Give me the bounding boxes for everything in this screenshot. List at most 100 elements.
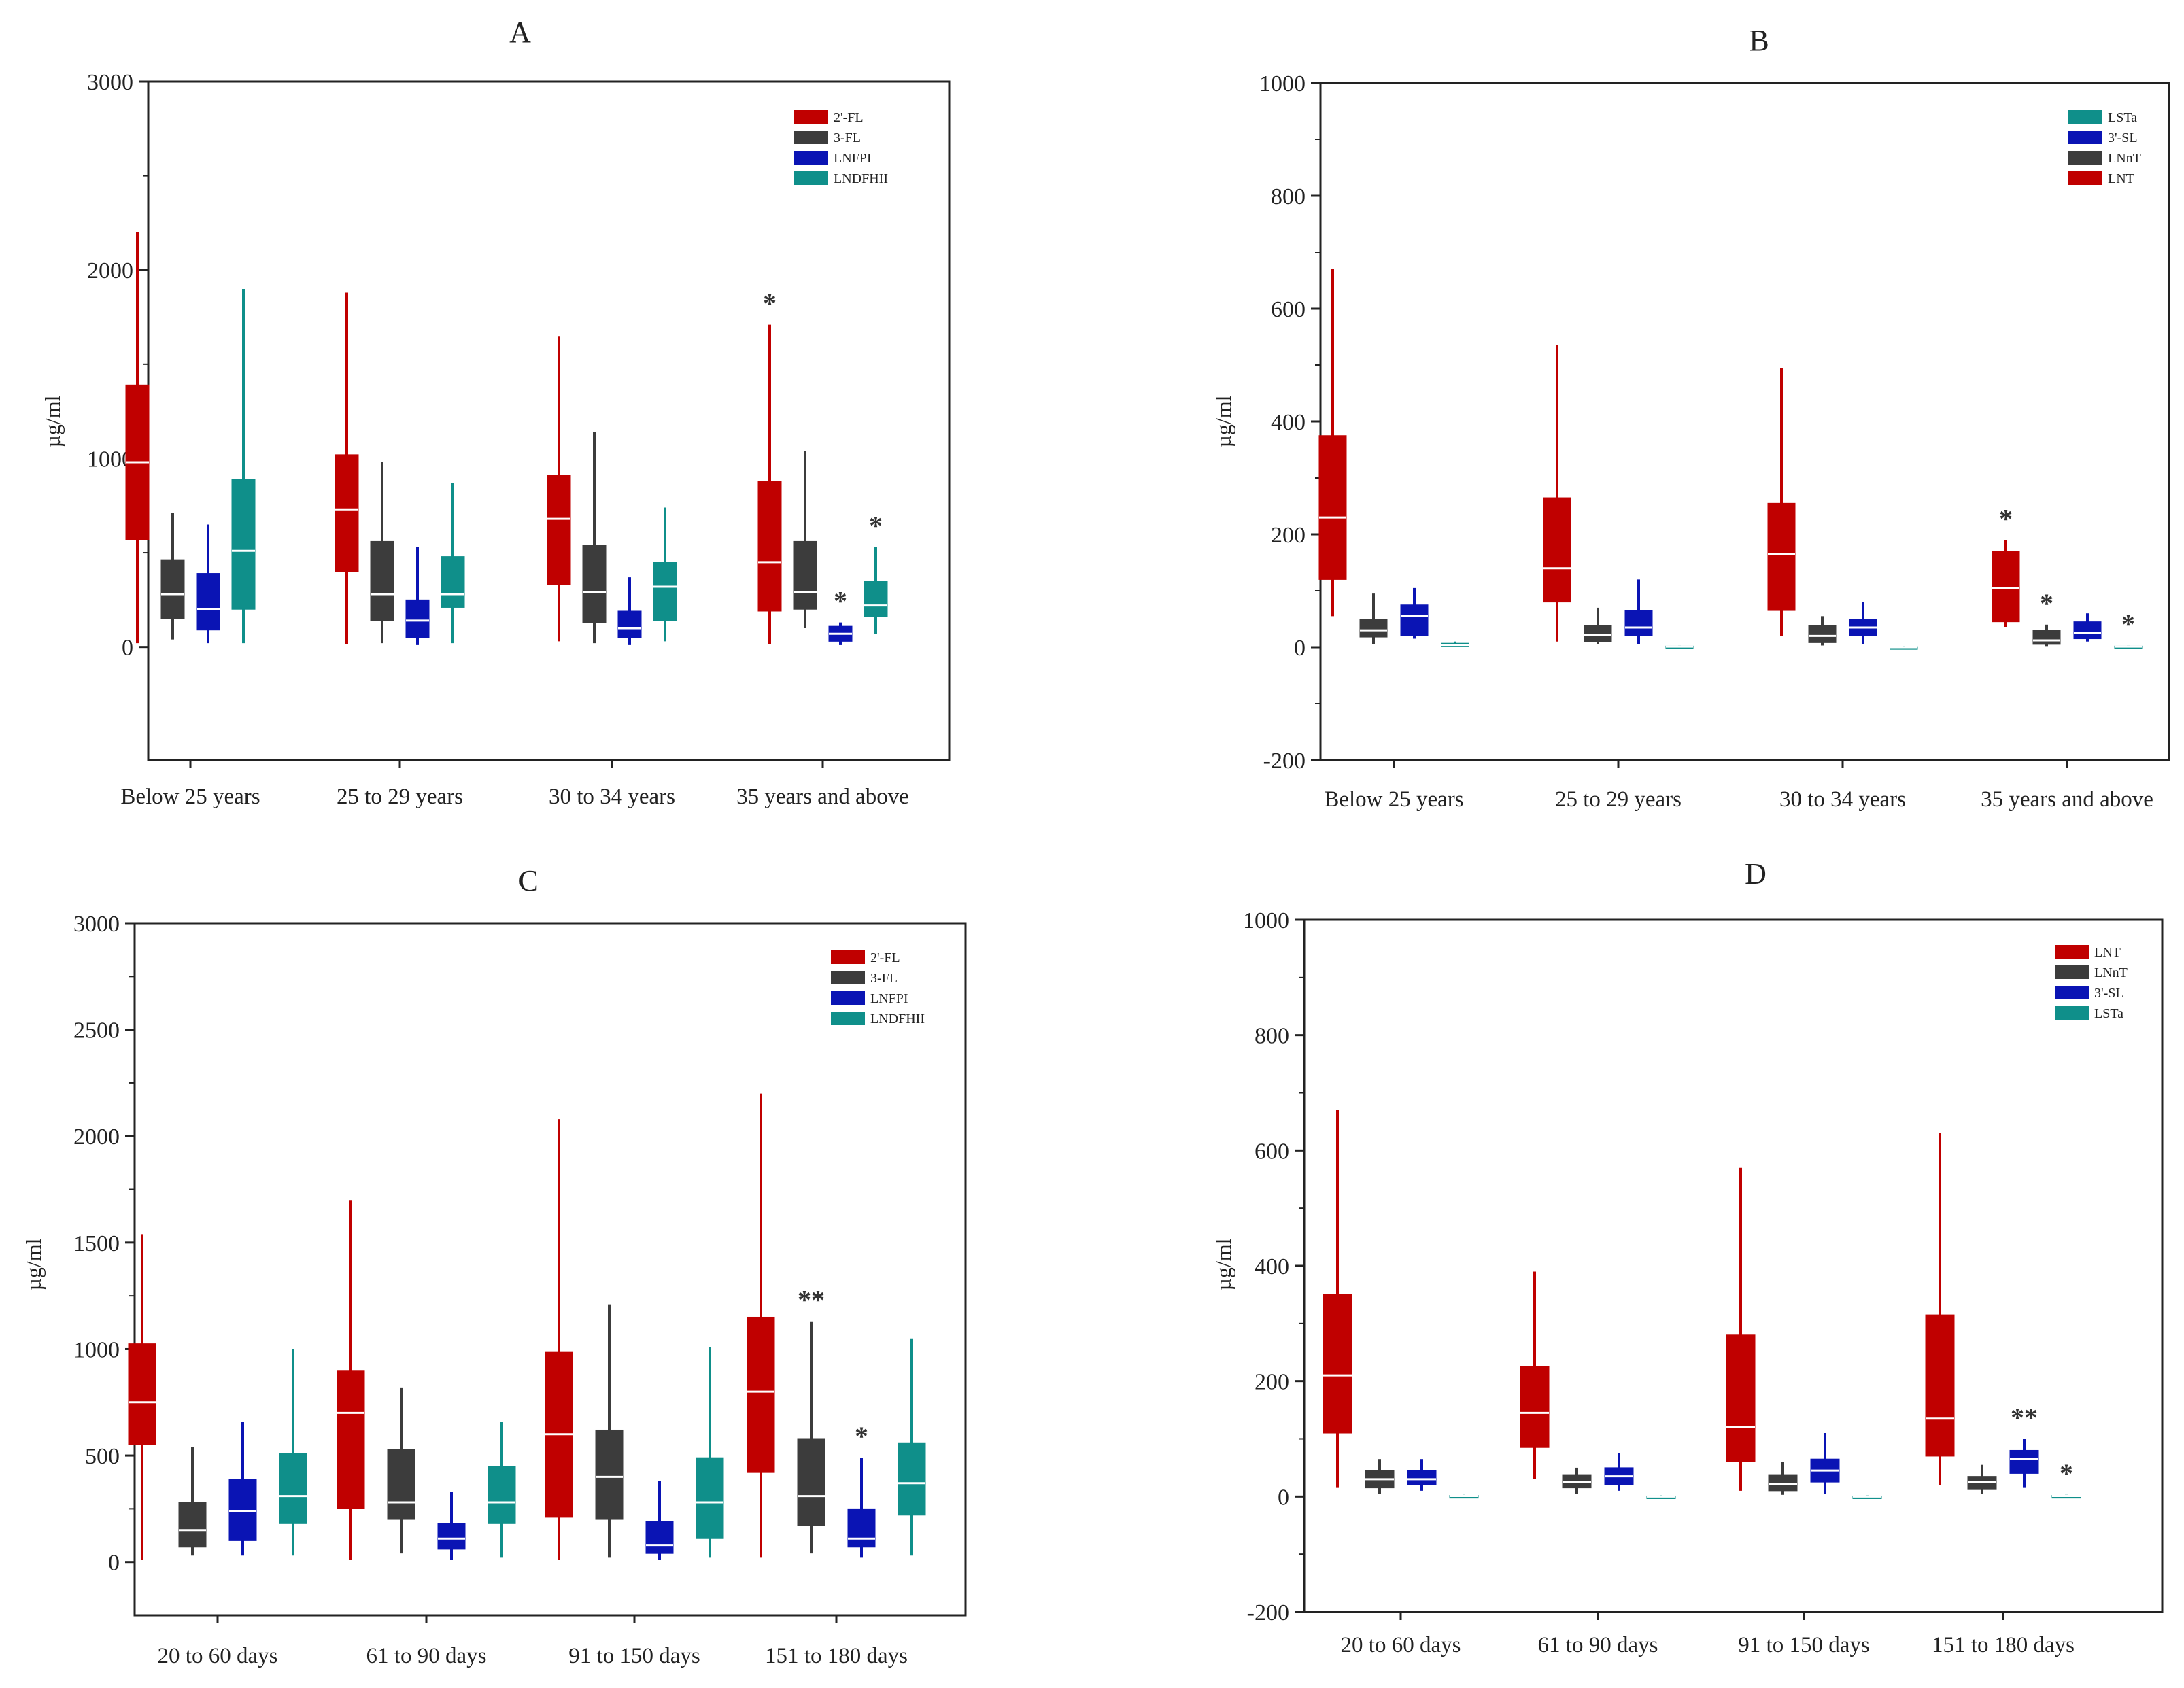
- box-lnfpi-2: [405, 547, 430, 645]
- y-tick-label: 400: [1255, 1254, 1289, 1279]
- y-tick-label: 600: [1271, 297, 1306, 322]
- box-iqr: [1407, 1470, 1437, 1485]
- x-tick-label: 30 to 34 years: [549, 785, 675, 809]
- y-tick-label: 800: [1271, 184, 1306, 209]
- box-marks: ***: [128, 1093, 926, 1560]
- box-iqr: [595, 1429, 624, 1520]
- box-marks: ***: [1323, 1109, 2081, 1499]
- box-iqr: [797, 1438, 825, 1526]
- box-iqr: [1925, 1314, 1955, 1457]
- box-3-sl-2: [1604, 1453, 1634, 1491]
- box-iqr: [1767, 502, 1796, 611]
- y-tick-label: 2000: [87, 258, 133, 283]
- box-lnfpi-4: *: [847, 1421, 876, 1558]
- box-lsta-2: [1646, 1495, 1676, 1499]
- box-lnt-3: [1767, 368, 1796, 636]
- significance-mark: **: [2011, 1402, 2038, 1433]
- y-tick-label: 200: [1271, 523, 1306, 548]
- y-tick-label: -200: [1247, 1600, 1289, 1625]
- box-iqr: [160, 559, 185, 619]
- box-2-fl-1: [128, 1234, 156, 1560]
- box-iqr: [335, 454, 359, 572]
- box-iqr: [747, 1316, 775, 1473]
- box-iqr: [1318, 435, 1347, 580]
- significance-mark: *: [763, 288, 777, 319]
- y-tick-label: -200: [1263, 748, 1306, 774]
- legend-swatch-lsta: [2068, 110, 2102, 124]
- x-tick-label: Below 25 years: [1324, 787, 1463, 812]
- box-iqr: [1520, 1366, 1550, 1448]
- y-axis-label: µg/ml: [40, 395, 65, 447]
- box-lnnt-3: [1768, 1462, 1798, 1495]
- x-tick-label: 20 to 60 days: [1341, 1633, 1461, 1657]
- y-axis-ticks: -200 0 200 400 600 800 1000: [1259, 71, 2068, 774]
- box-iqr: [1808, 625, 1837, 643]
- x-tick-label: 20 to 60 days: [158, 1644, 278, 1668]
- box-lndfhii-2: [488, 1421, 516, 1558]
- x-axis-tick-labels: Below 25 years 25 to 29 years 30 to 34 yea…: [120, 785, 909, 809]
- significance-mark: *: [834, 586, 847, 617]
- box-2-fl-2: [337, 1200, 365, 1560]
- box-iqr: [1359, 619, 1388, 638]
- x-tick-label: 151 to 180 days: [765, 1644, 908, 1668]
- box-lnt-4: [1925, 1133, 1955, 1485]
- legend-label-lnfpi: LNFPI: [870, 991, 908, 1006]
- y-tick-label: 2500: [73, 1018, 120, 1044]
- legend-swatch-lndfhii: [831, 1012, 865, 1025]
- y-tick-label: 3000: [87, 70, 133, 95]
- legend: 2'-FL 3-FL LNFPI LNDFHII: [831, 950, 925, 1027]
- y-tick-label: 0: [1278, 1485, 1289, 1510]
- x-tick-label: 25 to 29 years: [337, 785, 463, 809]
- legend-swatch-3-sl: [2055, 986, 2089, 999]
- significance-mark: *: [869, 511, 883, 541]
- legend: 2'-FL 3-FL LNFPI LNDFHII: [794, 110, 888, 186]
- box-2-fl-1: [125, 232, 150, 644]
- box-iqr: [2073, 621, 2102, 640]
- box-iqr: [757, 481, 782, 612]
- legend-label-lndfhii: LNDFHII: [870, 1012, 925, 1027]
- box-3-sl-2: [1624, 579, 1653, 644]
- legend-label-3-fl: 3-FL: [870, 971, 898, 986]
- legend-swatch-lnnt: [2055, 965, 2089, 979]
- y-tick-label: 0: [108, 1551, 120, 1576]
- panel-b: B µg/ml -200 0 200 400 600 800 1000 * * * Below …: [1211, 24, 2170, 812]
- box-lnnt-3: [1808, 616, 1837, 646]
- box-iqr: [547, 475, 571, 585]
- panel-title: C: [518, 864, 538, 897]
- x-tick-label: 91 to 150 days: [568, 1644, 700, 1668]
- x-axis-tick-labels: 20 to 60 days 61 to 90 days 91 to 150 days…: [158, 1644, 908, 1668]
- box-lnfpi-1: [228, 1421, 257, 1556]
- box-iqr: [279, 1453, 307, 1524]
- box-iqr: [1543, 497, 1571, 603]
- y-tick-label: 3000: [73, 912, 120, 937]
- box-iqr: [864, 581, 888, 617]
- box-lndfhii-2: [441, 483, 465, 644]
- legend-swatch-2-fl: [794, 110, 828, 124]
- box-lnt-4: *: [1992, 503, 2020, 627]
- y-axis-label: µg/ml: [1211, 395, 1235, 447]
- box-2-fl-2: [335, 292, 359, 644]
- box-iqr: [441, 556, 465, 608]
- legend-swatch-lnfpi: [831, 991, 865, 1005]
- box-iqr: [898, 1442, 926, 1516]
- box-iqr: [847, 1508, 876, 1548]
- box-iqr: [1726, 1334, 1756, 1462]
- box-3-fl-1: [178, 1447, 207, 1556]
- box-lnfpi-1: [196, 524, 220, 644]
- y-axis-ticks: -200 0 200 400 600 800 1000: [1243, 908, 2004, 1625]
- plot-frame: [1303, 918, 2164, 1613]
- box-3-fl-4: **: [797, 1285, 825, 1554]
- y-tick-label: 1500: [73, 1231, 120, 1256]
- x-tick-label: 151 to 180 days: [1932, 1633, 2075, 1657]
- y-tick-label: 1000: [1259, 71, 1306, 97]
- box-lsta-1: [1441, 641, 1469, 647]
- y-tick-label: 0: [1294, 636, 1306, 661]
- legend-label-lnnt: LNnT: [2108, 151, 2141, 166]
- box-2-fl-4: [747, 1093, 775, 1558]
- legend-swatch-3-sl: [2068, 131, 2102, 144]
- box-2-fl-3: [545, 1119, 573, 1560]
- box-3-sl-4: **: [2009, 1402, 2039, 1488]
